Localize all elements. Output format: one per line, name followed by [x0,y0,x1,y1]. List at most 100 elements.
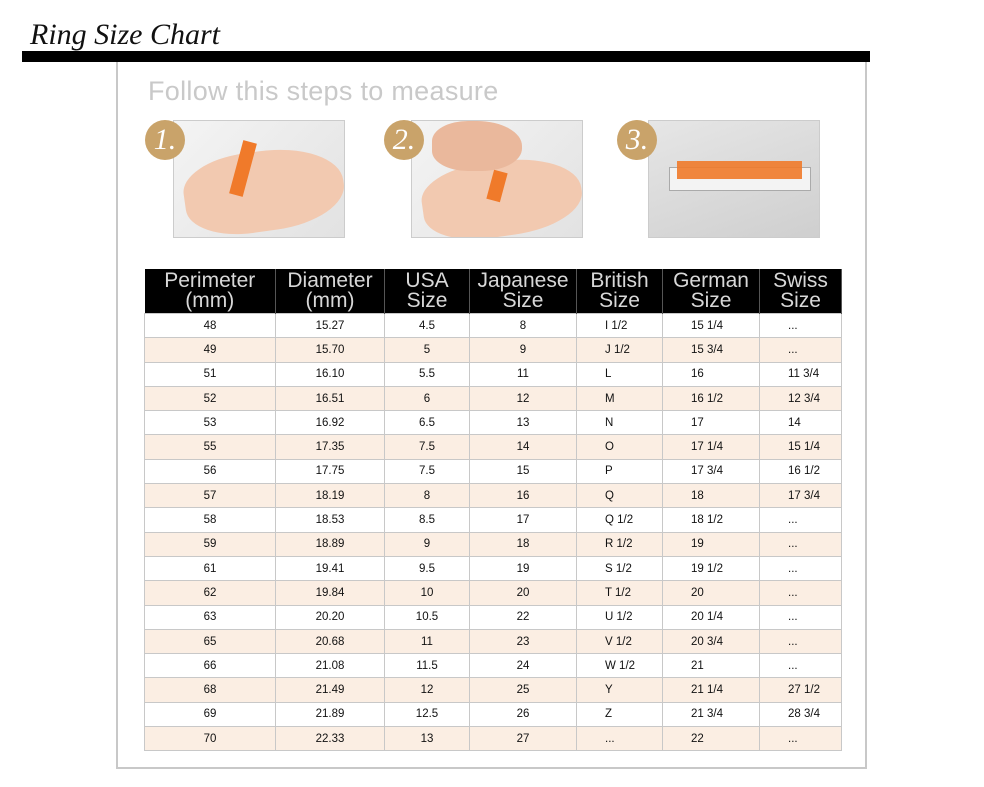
table-header-row: Perimeter (mm) Diameter (mm) USA Size Japanese… [144,269,842,314]
cell-perimeter: 63 [144,604,276,630]
step-3-badge: 3. [617,120,657,160]
cell-swiss: 17 3/4 [759,483,842,509]
cell-british: W 1/2 [576,653,663,679]
cell-german: 17 [662,410,760,436]
cell-british: Y [576,677,663,703]
cell-diameter: 21.49 [275,677,385,703]
cell-japanese: 13 [469,410,577,436]
column-header-line: Size [780,289,821,312]
cell-usa: 11 [384,628,470,655]
column-header-line: Perimeter [164,269,256,292]
cell-perimeter: 49 [144,337,276,363]
cell-german: 21 [662,653,760,679]
cell-german: 16 1/2 [662,385,760,412]
cell-german: 21 1/4 [662,677,760,703]
cell-japanese: 26 [469,701,577,728]
cell-diameter: 16.10 [275,361,385,387]
cell-usa: 5 [384,337,470,363]
cell-german: 20 [662,580,760,606]
cell-usa: 6 [384,385,470,412]
column-header-line: Japanese [477,269,569,292]
table-row: 56 17.75 7.5 15 P 17 3/4 16 1/2 [144,458,842,485]
cell-perimeter: 57 [144,483,276,509]
cell-german: 19 [662,531,760,557]
ring-size-table: Perimeter (mm) Diameter (mm) USA Size Japanese… [144,269,842,752]
cell-japanese: 12 [469,385,577,412]
cell-perimeter: 65 [144,628,276,655]
cell-german: 18 1/2 [662,507,760,533]
cell-swiss: 16 1/2 [759,458,842,485]
table-row: 51 16.10 5.5 11 L 16 11 3/4 [144,361,842,387]
cell-diameter: 15.27 [275,312,385,339]
step-2-image [411,120,583,238]
cell-diameter: 15.70 [275,337,385,363]
table-row: 58 18.53 8.5 17 Q 1/2 18 1/2... [144,507,842,533]
table-row: 62 19.84 10 20 T 1/2 20... [144,580,842,606]
table-row: 66 21.08 11.5 24 W 1/2 21... [144,653,842,679]
cell-perimeter: 69 [144,701,276,728]
cell-japanese: 8 [469,312,577,339]
steps-heading: Follow this steps to measure [148,76,499,106]
cell-british: O [576,434,663,460]
cell-german: 15 3/4 [662,337,760,363]
column-header-line: Size [599,289,640,312]
title-underline-bar [22,51,870,62]
cell-usa: 7.5 [384,458,470,485]
cell-diameter: 16.92 [275,410,385,436]
column-header-line: British [590,269,649,292]
cell-swiss: 14 [759,410,842,436]
cell-british: R 1/2 [576,531,663,557]
cell-german: 19 1/2 [662,555,760,582]
cell-swiss: 15 1/4 [759,434,842,460]
cell-british: S 1/2 [576,555,663,582]
cell-british: V 1/2 [576,628,663,655]
cell-usa: 10 [384,580,470,606]
cell-british: J 1/2 [576,337,663,363]
cell-perimeter: 52 [144,385,276,412]
step-1-image [173,120,345,238]
cell-diameter: 21.89 [275,701,385,728]
cell-british: P [576,458,663,485]
step-3-image [648,120,820,238]
table-row: 61 19.41 9.5 19 S 1/2 19 1/2... [144,555,842,582]
cell-german: 20 1/4 [662,604,760,630]
cell-usa: 8.5 [384,507,470,533]
cell-usa: 6.5 [384,410,470,436]
cell-swiss: ... [759,604,842,630]
cell-british: T 1/2 [576,580,663,606]
cell-japanese: 22 [469,604,577,630]
cell-diameter: 17.75 [275,458,385,485]
column-header-line: Size [690,289,732,312]
table-row: 59 18.89 9 18 R 1/2 19... [144,531,842,557]
column-header-diameter: Diameter (mm) [275,269,385,314]
table-row: 65 20.68 11 23 V 1/2 20 3/4... [144,628,842,655]
cell-german: 17 3/4 [662,458,760,485]
table-row: 49 15.70 5 9 J 1/2 15 3/4... [144,337,842,363]
cell-german: 20 3/4 [662,628,760,655]
column-header-german: German Size [662,269,760,314]
cell-japanese: 19 [469,555,577,582]
cell-swiss: ... [759,312,842,339]
cell-swiss: 11 3/4 [759,361,842,387]
cell-perimeter: 58 [144,507,276,533]
cell-swiss: ... [759,507,842,533]
cell-diameter: 17.35 [275,434,385,460]
column-header-line: Swiss [773,269,828,292]
table-row: 68 21.49 12 25 Y 21 1/4 27 1/2 [144,677,842,703]
table-row: 70 22.33 13 27... 22... [144,726,842,752]
column-header-line: German [673,269,749,292]
column-header-japanese: Japanese Size [469,269,577,314]
cell-japanese: 24 [469,653,577,679]
cell-perimeter: 70 [144,726,276,752]
cell-swiss: 12 3/4 [759,385,842,412]
cell-british: Q 1/2 [576,507,663,533]
page-title: Ring Size Chart [30,18,221,51]
cell-usa: 4.5 [384,312,470,339]
cell-usa: 12.5 [384,701,470,728]
cell-perimeter: 59 [144,531,276,557]
cell-usa: 5.5 [384,361,470,387]
cell-swiss: 27 1/2 [759,677,842,703]
cell-swiss: ... [759,337,842,363]
cell-german: 21 3/4 [662,701,760,728]
cell-diameter: 16.51 [275,385,385,412]
